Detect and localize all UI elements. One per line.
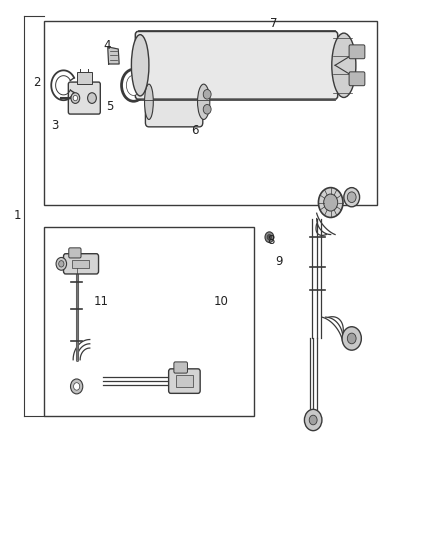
- FancyBboxPatch shape: [349, 72, 365, 86]
- Text: 3: 3: [51, 119, 58, 132]
- Circle shape: [347, 192, 356, 203]
- FancyBboxPatch shape: [349, 45, 365, 59]
- Ellipse shape: [332, 33, 356, 98]
- Text: 5: 5: [106, 100, 113, 113]
- Ellipse shape: [198, 84, 210, 119]
- Bar: [44, 227, 254, 416]
- Circle shape: [59, 261, 64, 267]
- Circle shape: [203, 90, 211, 99]
- Circle shape: [304, 409, 322, 431]
- Circle shape: [73, 95, 78, 101]
- Bar: [44, 21, 377, 205]
- Circle shape: [318, 188, 343, 217]
- Bar: [72, 260, 89, 268]
- Circle shape: [344, 188, 360, 207]
- Circle shape: [71, 379, 83, 394]
- Text: 8: 8: [267, 235, 274, 247]
- Circle shape: [267, 235, 272, 240]
- Circle shape: [342, 327, 361, 350]
- Text: 9: 9: [276, 255, 283, 268]
- FancyBboxPatch shape: [68, 82, 100, 114]
- Bar: [77, 72, 92, 84]
- Circle shape: [71, 93, 80, 103]
- FancyBboxPatch shape: [135, 31, 338, 99]
- Text: 11: 11: [93, 295, 108, 308]
- Text: 7: 7: [270, 18, 278, 30]
- Circle shape: [309, 415, 317, 425]
- Circle shape: [324, 194, 338, 211]
- Circle shape: [265, 232, 274, 243]
- Circle shape: [347, 333, 356, 344]
- Circle shape: [88, 93, 96, 103]
- Text: 2: 2: [33, 76, 41, 89]
- Ellipse shape: [126, 75, 141, 95]
- Bar: [176, 375, 193, 387]
- Ellipse shape: [121, 69, 145, 101]
- FancyBboxPatch shape: [145, 77, 203, 127]
- FancyBboxPatch shape: [69, 248, 81, 258]
- Circle shape: [56, 257, 67, 270]
- FancyBboxPatch shape: [169, 369, 200, 393]
- Circle shape: [203, 104, 211, 114]
- FancyBboxPatch shape: [64, 254, 99, 274]
- Text: 1: 1: [14, 209, 21, 222]
- Ellipse shape: [145, 84, 153, 119]
- Text: 10: 10: [214, 295, 229, 308]
- Text: 6: 6: [191, 124, 199, 137]
- Polygon shape: [108, 47, 119, 64]
- Text: 4: 4: [103, 39, 111, 52]
- Ellipse shape: [131, 35, 149, 96]
- FancyBboxPatch shape: [174, 362, 187, 373]
- Circle shape: [74, 383, 80, 390]
